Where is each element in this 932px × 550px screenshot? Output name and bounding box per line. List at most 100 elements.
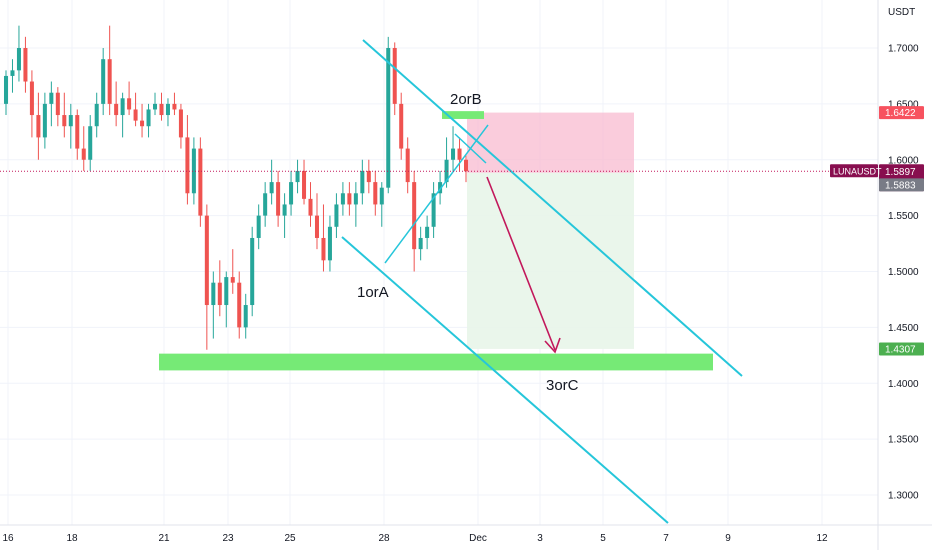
price-tick-label: 1.3000 [888,491,919,502]
candle-body [334,204,339,227]
candle-body [120,98,125,116]
candle-body [463,159,469,172]
candle-body [353,193,358,205]
candle-body [230,277,235,283]
candle-body [392,48,397,104]
candle-body [425,226,430,238]
price-tick-label: 1.6000 [888,155,919,166]
candle-body [127,98,132,110]
price-tick-label: 1.5000 [888,267,919,278]
drawings [0,39,878,524]
candle-body [379,187,384,205]
price-axis[interactable]: USDT 1.7000 1.6500 1.6000 1.5500 1.5000 1.450… [888,7,919,502]
candle-body [55,92,60,116]
candle-body [256,215,261,238]
channel-upper-line[interactable] [362,39,743,377]
candle-body [282,204,287,216]
candle-body [198,148,203,216]
symbol-label: LUNAUSDT [833,166,882,176]
candle-body [62,115,67,127]
candle-body [457,148,462,160]
candle-body [431,193,436,227]
candle-body [94,103,99,127]
candle-body [68,115,73,127]
candle-body [185,137,190,194]
annotation-b: 2orB [450,91,482,108]
candle-body [107,59,112,104]
wedge-upper-line[interactable] [454,133,487,164]
arrow-head [544,337,561,354]
candle-body [191,148,196,194]
time-tick-label: 28 [378,533,390,544]
candle-body [178,109,183,138]
candle-body [133,109,138,121]
price-tick-label: 1.7000 [888,44,919,55]
time-tick-label: 12 [816,533,828,544]
candle-body [29,81,34,116]
candle-body [444,159,449,183]
price-tick-label: 1.5500 [888,211,919,222]
annotation-c: 3orC [546,377,579,394]
candle-body [211,282,216,306]
candle-body [366,170,371,183]
candle-body [399,103,404,149]
entry-price-label-bg [879,178,924,192]
candle-body [269,182,274,194]
time-tick-label: 16 [2,533,14,544]
candle-body [10,70,15,76]
candle-body [308,198,313,216]
time-axis[interactable]: 16 18 21 23 25 28 Dec 3 5 7 9 12 [2,533,828,544]
candle-body [386,48,391,188]
entry-zone [442,111,484,119]
stop-loss-zone [467,112,634,173]
candle-body [263,193,268,216]
candle-body [49,92,54,104]
candle-body [418,237,423,250]
candle-body [36,115,41,138]
candle-body [172,103,177,110]
candle-body [347,193,352,205]
candle-body [438,182,443,194]
time-tick-label: 9 [725,533,731,544]
channel-lower-line[interactable] [341,236,669,524]
current-price-label: 1.5897 [885,167,916,178]
time-tick-label: 18 [66,533,78,544]
price-tick-label: 1.6500 [888,99,919,110]
candle-body [146,109,151,127]
annotation-a: 1orA [357,284,389,301]
support-zone [159,353,713,371]
candle-body [224,277,229,306]
candle-body [250,237,255,306]
candle-body [295,170,300,183]
zones [159,111,713,371]
candle-body [16,48,21,71]
candles [3,25,469,350]
candle-body [276,182,281,216]
time-tick-label: 5 [600,533,606,544]
target-price-label-bg [879,342,924,356]
candle-body [237,282,242,328]
candle-body [243,305,248,328]
take-profit-zone [467,172,634,349]
symbol-label-bg [830,164,878,178]
time-tick-label: Dec [469,533,487,544]
time-tick-label: 25 [284,533,296,544]
entry-price-label: 1.5883 [885,180,916,191]
price-tick-label: 1.4000 [888,379,919,390]
candle-body [373,182,378,205]
candle-body [42,103,47,138]
stop-price-label: 1.6422 [885,108,916,119]
time-tick-label: 7 [663,533,669,544]
candle-body [327,226,332,261]
candle-body [204,215,209,306]
candle-body [153,103,158,110]
candle-body [314,215,319,238]
target-price-label: 1.4307 [885,344,916,355]
candle-body [114,103,119,116]
candle-body [101,59,106,104]
candle-body [340,193,345,205]
candle-body [302,170,307,199]
